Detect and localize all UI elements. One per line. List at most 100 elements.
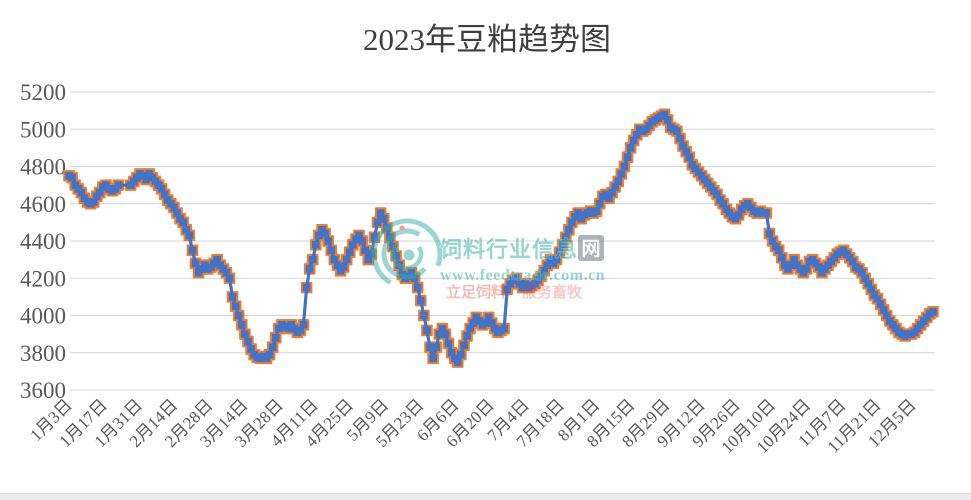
marker [608, 188, 616, 197]
marker [574, 209, 582, 217]
marker [324, 237, 332, 245]
y-axis-tick-label: 5200 [20, 80, 66, 105]
marker [682, 147, 690, 156]
marker [308, 255, 317, 264]
marker [512, 274, 521, 283]
marker [312, 240, 320, 249]
watermark-logo-dot [399, 225, 405, 231]
marker [685, 153, 694, 161]
watermark-logo-icon [371, 218, 443, 290]
marker [463, 332, 471, 340]
marker [231, 302, 240, 310]
marker [861, 274, 869, 283]
marker [879, 306, 888, 314]
marker [787, 261, 795, 270]
marker [562, 233, 570, 242]
marker [376, 209, 385, 217]
marker [460, 341, 468, 350]
marker [179, 218, 187, 227]
marker [213, 255, 221, 264]
marker [552, 255, 561, 264]
y-axis-labels: 5200 5000 4800 4600 4400 4200 4000 3800 3600 [20, 80, 66, 403]
marker [663, 116, 672, 124]
marker [392, 252, 400, 260]
marker [379, 214, 388, 223]
marker [315, 231, 323, 240]
y-axis-tick-label: 4600 [20, 192, 66, 217]
marker [299, 321, 308, 329]
marker [188, 246, 197, 255]
marker [342, 255, 351, 264]
marker [815, 263, 823, 271]
marker [469, 319, 478, 327]
marker [790, 255, 798, 264]
marker [595, 199, 604, 208]
marker [355, 231, 363, 240]
marker [543, 261, 552, 270]
marker [241, 330, 249, 338]
marker [864, 280, 872, 288]
marker [370, 233, 379, 242]
marker [679, 142, 687, 150]
marker [660, 110, 669, 119]
watermark-url: www.feedtrade.com.cn [440, 267, 605, 284]
marker [537, 272, 545, 281]
marker [364, 255, 373, 264]
marker [487, 319, 496, 327]
marker [413, 283, 422, 292]
marker [77, 188, 86, 197]
marker [170, 203, 178, 212]
marker [466, 324, 474, 333]
marker [558, 240, 567, 249]
marker [160, 190, 169, 199]
marker [238, 321, 246, 329]
marker [774, 246, 783, 255]
marker [426, 343, 434, 351]
marker [234, 311, 243, 320]
marker [420, 311, 428, 320]
marker [620, 162, 629, 171]
marker [346, 248, 354, 256]
marker [423, 326, 431, 335]
marker [361, 246, 370, 255]
marker [330, 255, 339, 264]
marker [626, 144, 635, 152]
marker [191, 259, 200, 268]
watermark-slogan-right: 服务畜牧 [522, 283, 583, 301]
marker [432, 343, 440, 351]
marker [68, 173, 76, 182]
marker [592, 207, 601, 215]
y-axis-tick-label: 3600 [20, 378, 66, 403]
marker [244, 337, 252, 346]
y-axis-tick-label: 5000 [20, 117, 66, 142]
marker [96, 188, 104, 197]
marker [444, 339, 453, 348]
marker [867, 285, 876, 294]
marker [333, 261, 342, 270]
marker [614, 177, 623, 186]
marker [268, 343, 277, 351]
y-axis-tick-label: 4400 [20, 229, 66, 254]
marker [457, 350, 465, 359]
marker [265, 350, 274, 359]
marker [454, 358, 462, 366]
marker [873, 294, 882, 303]
marker [349, 240, 357, 249]
marker [629, 136, 638, 145]
x-axis-labels: 1月3日1月17日1月31日2月14日2月28日3月14日3月28日4月11日4… [26, 395, 919, 457]
marker [247, 345, 255, 353]
watermark-site-name: 饲料行业信息 [439, 237, 578, 262]
marker [676, 134, 684, 143]
watermark-badge [578, 235, 604, 261]
marker [225, 274, 234, 283]
marker [114, 181, 123, 189]
marker [802, 265, 811, 273]
marker [429, 354, 437, 363]
marker [762, 209, 771, 217]
marker [228, 293, 237, 301]
marker [182, 226, 191, 234]
marker [540, 267, 548, 275]
marker [185, 231, 194, 240]
marker [713, 190, 721, 199]
